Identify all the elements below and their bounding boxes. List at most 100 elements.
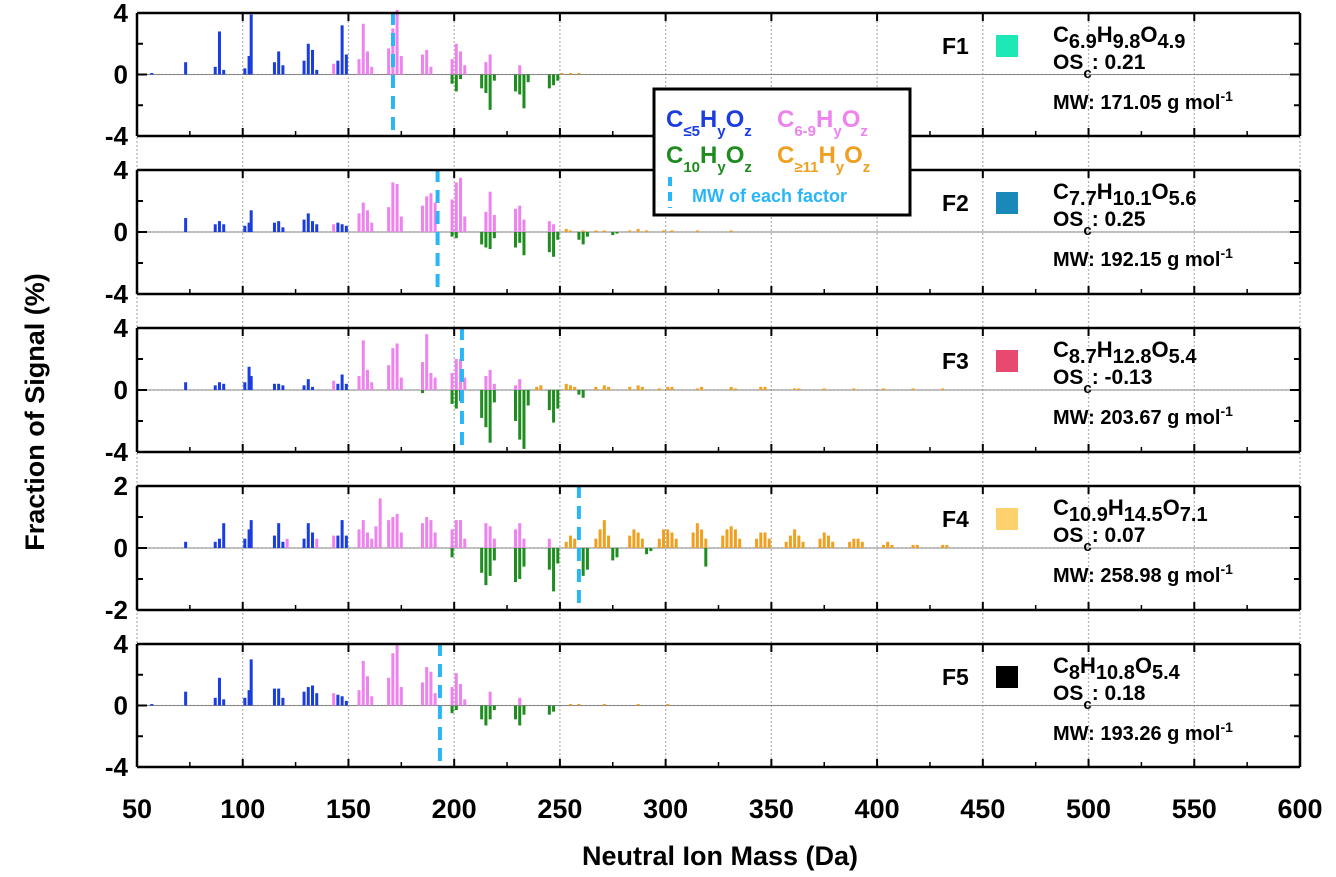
bar-c11 <box>662 230 666 232</box>
bar-c5 <box>272 62 276 75</box>
bar-c10 <box>459 74 463 80</box>
bar-c69 <box>420 523 424 548</box>
y-tick-label: -4 <box>105 437 129 467</box>
factor-osc: OSc: 0.21 <box>1053 51 1146 82</box>
bar-c69 <box>450 687 454 706</box>
bar-c5 <box>306 379 310 390</box>
bar-c10 <box>552 232 556 257</box>
bar-c69 <box>518 379 522 390</box>
bar-c11 <box>729 386 733 390</box>
bar-c69 <box>332 693 336 706</box>
x-axis: 50 100 150 200 250 300 350 400 450 500 550 600 <box>122 794 1323 824</box>
bar-c10 <box>577 390 581 395</box>
bar-c11 <box>915 544 919 548</box>
y-tick-label: 0 <box>114 533 128 563</box>
bar-c11 <box>945 544 949 548</box>
bar-c11 <box>602 520 606 548</box>
bar-c69 <box>484 62 488 75</box>
bar-c69 <box>488 526 492 548</box>
bar-c69 <box>433 532 437 548</box>
bar-c69 <box>399 56 403 75</box>
bar-c11 <box>759 532 763 548</box>
bar-c69 <box>433 693 437 706</box>
y-tick-label: -4 <box>105 752 129 782</box>
bar-c10 <box>480 705 484 720</box>
bar-c11 <box>645 230 649 232</box>
bar-c11 <box>602 385 606 390</box>
bar-c5 <box>249 659 253 706</box>
bar-c69 <box>463 699 467 706</box>
panel-f2: -4 0 4 <box>105 155 1302 309</box>
bar-c5 <box>222 523 226 548</box>
bar-c10 <box>450 390 454 404</box>
bar-c69 <box>514 529 518 548</box>
bar-c5 <box>213 66 217 75</box>
bar-c10 <box>488 74 492 110</box>
bar-c11 <box>602 230 606 232</box>
bar-c10 <box>514 74 518 92</box>
x-axis-label: Neutral Ion Mass (Da) <box>582 841 858 871</box>
bar-c69 <box>365 676 369 706</box>
bar-c10 <box>518 390 522 440</box>
bar-c11 <box>725 529 729 548</box>
bar-c69 <box>391 348 395 390</box>
bar-c69 <box>332 63 336 75</box>
bar-c5 <box>277 523 281 548</box>
bar-c69 <box>361 23 365 75</box>
bar-c10 <box>450 74 454 84</box>
bar-c5 <box>222 69 226 75</box>
bar-c10 <box>480 232 484 245</box>
bar-c11 <box>568 72 572 75</box>
y-tick-label: -4 <box>105 121 129 151</box>
bar-c69 <box>433 377 437 390</box>
bar-c10 <box>556 390 560 409</box>
bar-c5 <box>272 222 276 232</box>
x-tick-label: 150 <box>326 794 371 824</box>
bar-c69 <box>315 538 319 548</box>
bar-c5 <box>311 386 315 390</box>
bar-c11 <box>573 538 577 548</box>
bar-c10 <box>547 548 551 570</box>
bar-c11 <box>568 535 572 548</box>
bar-c11 <box>852 388 856 390</box>
bar-c11 <box>577 72 581 75</box>
bar-c10 <box>480 74 484 89</box>
bar-c69 <box>378 498 382 548</box>
bar-c69 <box>425 196 429 232</box>
bar-c11 <box>856 538 860 548</box>
bar-c5 <box>184 62 188 75</box>
bar-c11 <box>560 72 564 75</box>
panel-f4: -2 0 2 <box>105 471 1302 625</box>
bar-c10 <box>514 232 518 248</box>
y-tick-label: 4 <box>114 0 129 28</box>
bar-c11 <box>890 544 894 548</box>
panel-f5: -4 0 4 <box>105 629 1302 782</box>
bar-c10 <box>526 390 530 406</box>
factor-formula: C8.7H12.8O5.4 <box>1053 337 1197 368</box>
y-tick-label: 4 <box>114 313 129 343</box>
bar-c10 <box>454 74 458 92</box>
bar-c10 <box>522 74 526 109</box>
bar-c69 <box>361 340 365 390</box>
bar-c5 <box>247 529 251 548</box>
bar-c10 <box>450 548 454 558</box>
bar-c69 <box>450 372 454 390</box>
bar-c5 <box>302 219 306 232</box>
factor-mw: MW: 192.15 g mol-1 <box>1053 245 1233 271</box>
bar-c10 <box>522 548 526 567</box>
x-tick-label: 100 <box>220 794 265 824</box>
bar-c69 <box>454 359 458 390</box>
bar-c5 <box>277 688 281 706</box>
bar-c5 <box>277 221 281 232</box>
factor-mw: MW: 171.05 g mol-1 <box>1053 88 1233 114</box>
bar-c10 <box>556 74 560 81</box>
bar-c5 <box>315 69 319 75</box>
bar-c69 <box>492 383 496 390</box>
bar-c11 <box>598 529 602 548</box>
y-tick-label: 0 <box>114 217 128 247</box>
bar-c69 <box>518 523 522 548</box>
bar-c69 <box>387 677 391 706</box>
bar-c11 <box>539 385 543 390</box>
bar-c69 <box>391 653 395 706</box>
bar-c69 <box>332 380 336 390</box>
